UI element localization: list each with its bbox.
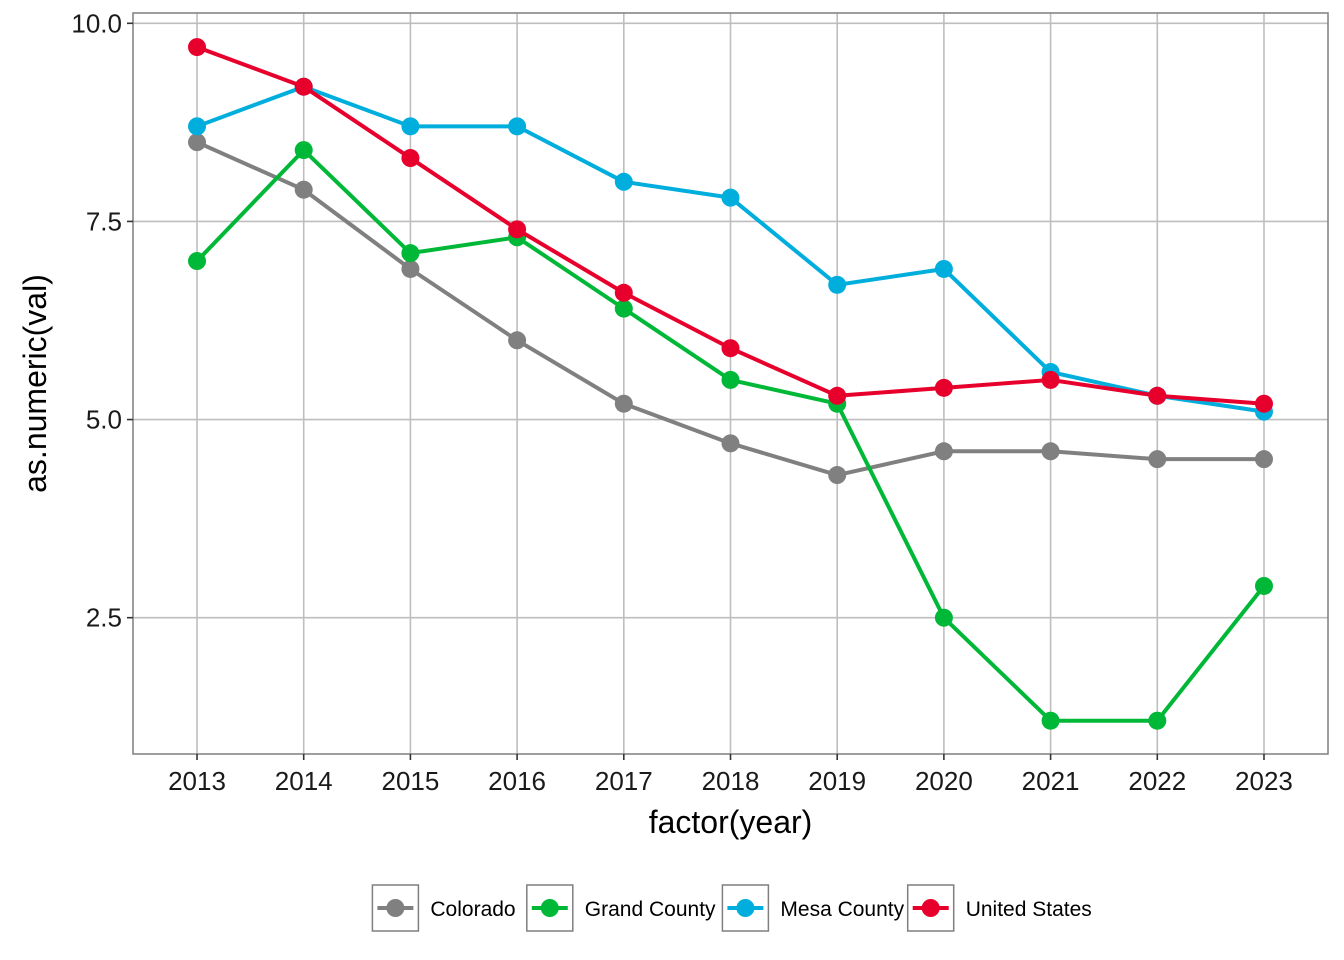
data-point [401,117,420,136]
data-point [1041,711,1060,730]
legend-point-icon [386,899,405,917]
data-point [294,141,313,160]
data-point [828,275,847,294]
data-point [934,608,953,627]
legend-label: Grand County [585,898,716,921]
data-point [934,259,953,278]
y-tick-label: 7.5 [86,206,122,236]
legend-point-icon [736,899,755,917]
data-point [1148,386,1167,405]
legend-item-grand-county: Grand County [526,884,716,932]
data-point [188,38,207,57]
data-point [188,252,207,271]
legend-item-united-states: United States [906,884,1092,932]
data-point [721,339,740,358]
data-point [934,378,953,397]
data-point [828,386,847,405]
series-layer [188,38,1273,730]
x-tick-label: 2018 [702,766,760,796]
data-point [614,283,633,302]
data-point [1254,450,1273,469]
data-point [721,370,740,389]
data-point [1254,394,1273,413]
data-point [401,149,420,168]
y-axis: 2.5 5.0 7.5 10.0 [71,8,133,633]
x-tick-label: 2023 [1235,766,1293,796]
data-point [401,259,420,278]
data-point [188,133,207,152]
x-tick-label: 2016 [488,766,546,796]
data-point [508,220,527,239]
series-united-states [188,38,1273,413]
data-point [1148,450,1167,469]
x-tick-label: 2020 [915,766,973,796]
legend-point-icon [921,899,940,917]
data-point [508,117,527,136]
data-point [294,180,313,199]
legend-label: Colorado [430,898,515,921]
legend-label: Mesa County [780,898,904,921]
data-point [294,77,313,96]
x-tick-label: 2014 [275,766,333,796]
x-tick-label: 2021 [1022,766,1080,796]
data-point [721,188,740,207]
data-point [828,466,847,485]
y-tick-label: 5.0 [86,405,122,435]
legend-point-icon [540,899,559,917]
x-tick-label: 2019 [808,766,866,796]
legend-item-mesa-county: Mesa County [721,884,905,932]
data-point [508,331,527,350]
x-axis-title: factor(year) [649,804,813,840]
data-point [1254,576,1273,595]
y-axis-title: as.numeric(val) [17,274,53,493]
data-point [188,117,207,136]
data-point [614,299,633,318]
x-tick-label: 2022 [1128,766,1186,796]
series-colorado [188,133,1273,485]
x-tick-label: 2015 [381,766,439,796]
data-point [614,394,633,413]
y-tick-label: 2.5 [86,603,122,633]
data-point [1041,370,1060,389]
data-point [1041,442,1060,461]
data-point [614,172,633,191]
data-point [721,434,740,453]
x-axis: 2013 2014 2015 2016 2017 2018 2019 2020 2021 2022… [168,754,1293,796]
data-point [401,244,420,263]
legend-label: United States [966,898,1092,921]
x-tick-label: 2013 [168,766,226,796]
x-tick-label: 2017 [595,766,653,796]
data-point [1148,711,1167,730]
legend-item-colorado: Colorado [371,884,516,932]
y-tick-label: 10.0 [71,8,122,38]
data-point [934,442,953,461]
legend: Colorado Grand County Mesa County United St… [371,884,1092,932]
